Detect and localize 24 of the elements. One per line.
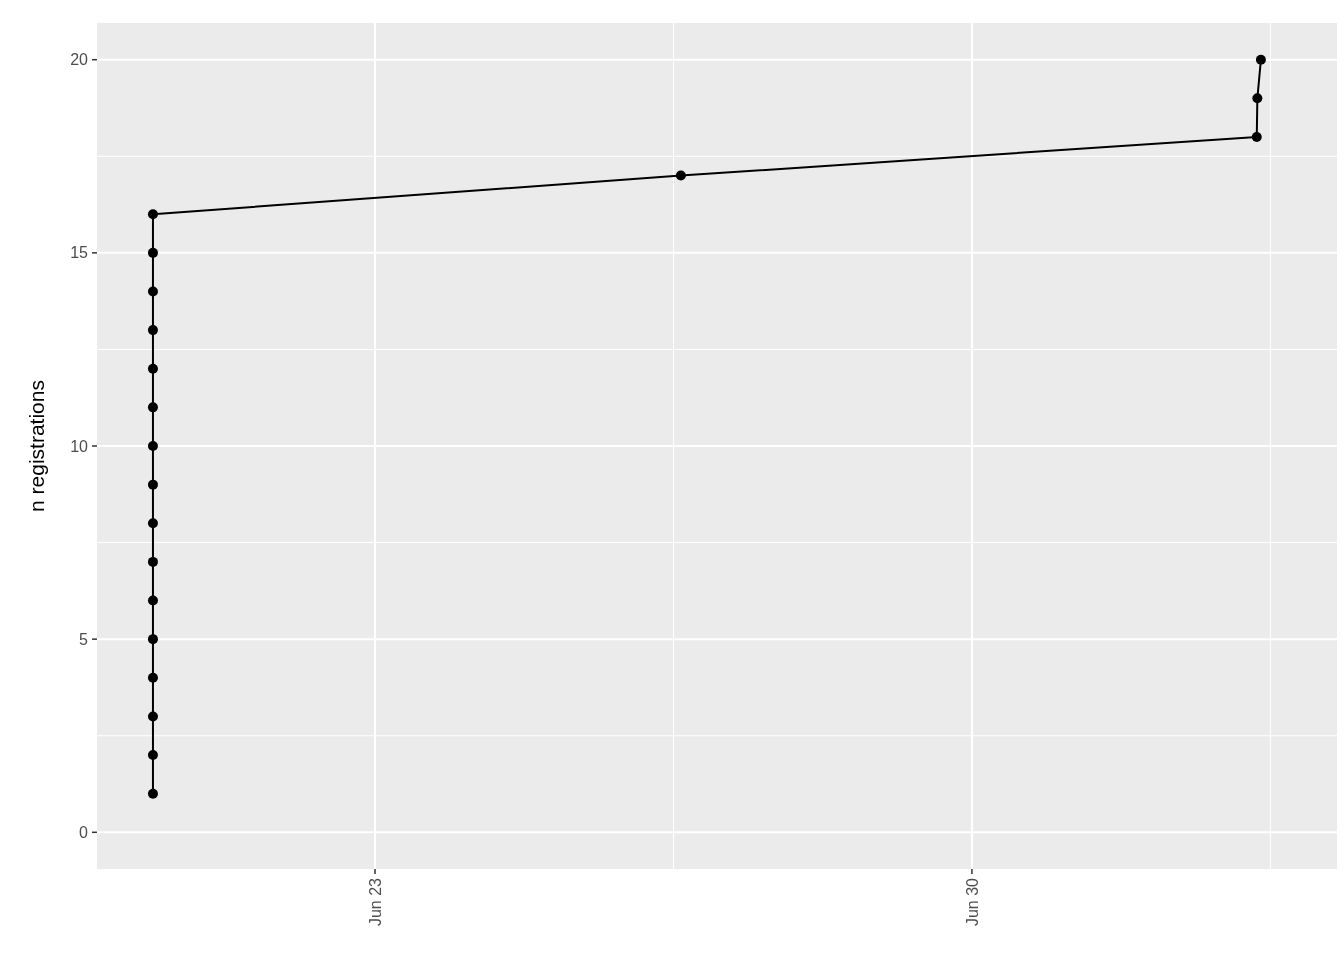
point — [147, 518, 158, 529]
y-tick-label: 20 — [70, 51, 89, 69]
point — [147, 402, 158, 413]
point — [147, 209, 158, 220]
y-tick-label: 10 — [70, 437, 89, 455]
point — [147, 672, 158, 683]
y-tick-label: 15 — [70, 244, 89, 262]
point — [147, 286, 158, 297]
point — [147, 750, 158, 761]
point — [147, 595, 158, 606]
point — [147, 363, 158, 374]
point — [147, 711, 158, 722]
point — [147, 325, 158, 336]
y-tick-label: 0 — [79, 823, 89, 841]
y-axis-title: n registrations — [25, 380, 48, 512]
point — [147, 479, 158, 490]
point — [147, 788, 158, 799]
x-tick-label: Jun 23 — [366, 877, 384, 927]
point — [147, 247, 158, 258]
x-tick-label: Jun 30 — [963, 877, 981, 927]
point — [147, 556, 158, 567]
y-tick-label: 5 — [79, 630, 89, 648]
point — [147, 634, 158, 645]
point — [147, 441, 158, 451]
